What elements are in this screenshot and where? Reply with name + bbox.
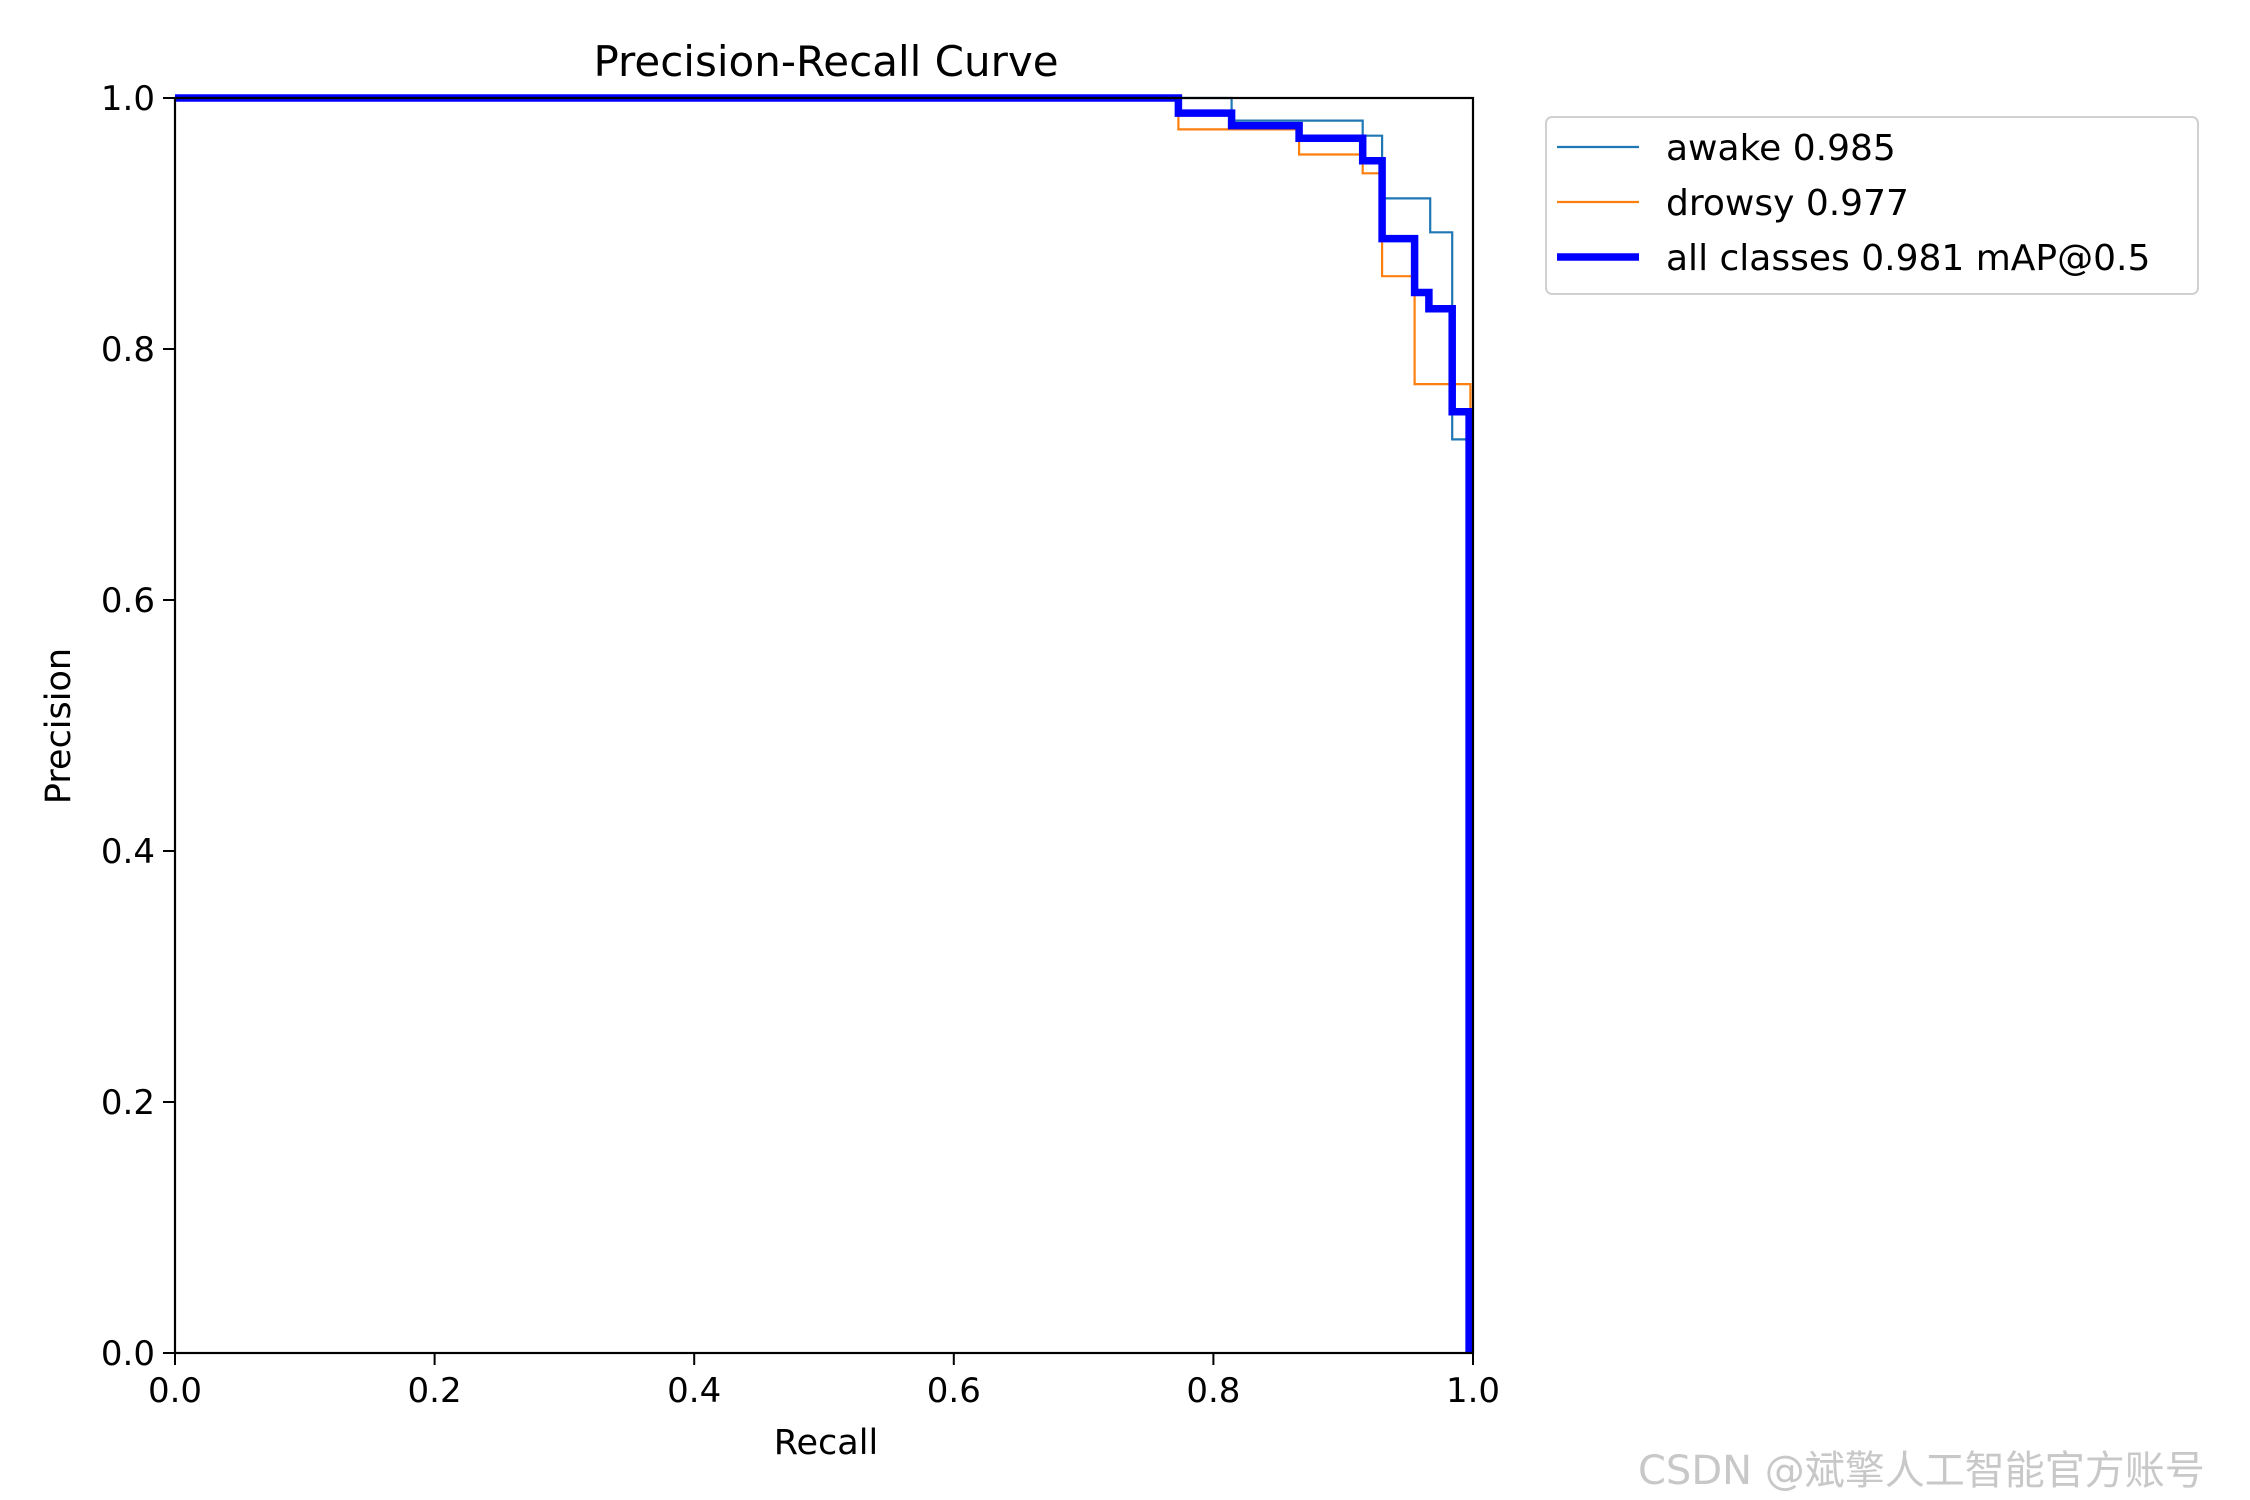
y-axis-label: Precision [39, 648, 79, 804]
y-axis-ticks: 0.0 0.2 0.4 0.6 0.8 1.0 [101, 79, 175, 1374]
x-axis-label: Recall [774, 1423, 878, 1463]
legend-box [1545, 116, 2199, 295]
x-tick-label: 0.2 [408, 1371, 462, 1411]
x-tick-label: 0.6 [927, 1371, 981, 1411]
x-tick-label: 0.4 [667, 1371, 721, 1411]
series-line-1 [175, 96, 1472, 1353]
y-tick-label: 0.2 [101, 1083, 155, 1123]
y-tick-label: 0.8 [101, 330, 155, 370]
x-tick-label: 1.0 [1446, 1371, 1500, 1411]
chart-title: Precision-Recall Curve [593, 37, 1058, 86]
plot-frame [173, 96, 1475, 1355]
series-line-0 [175, 96, 1471, 1353]
series-layer [175, 94, 1473, 1353]
legend-label-1: drowsy 0.977 [1666, 183, 1909, 224]
series-line-2 [175, 94, 1473, 1353]
legend-label-0: awake 0.985 [1666, 128, 1896, 169]
legend: awake 0.985 drowsy 0.977 all classes 0.981… [1545, 116, 2199, 295]
y-tick-label: 0.6 [101, 581, 155, 621]
y-tick-label: 0.4 [101, 832, 155, 872]
x-tick-label: 0.0 [148, 1371, 202, 1411]
x-tick-label: 0.8 [1186, 1371, 1240, 1411]
watermark: CSDN @斌擎人工智能官方账号 [1638, 1448, 2205, 1494]
y-tick-label: 1.0 [101, 79, 155, 119]
x-axis-ticks: 0.0 0.2 0.4 0.6 0.8 1.0 [148, 1353, 1500, 1411]
legend-label-2: all classes 0.981 mAP@0.5 [1666, 238, 2150, 279]
y-tick-label: 0.0 [101, 1334, 155, 1374]
